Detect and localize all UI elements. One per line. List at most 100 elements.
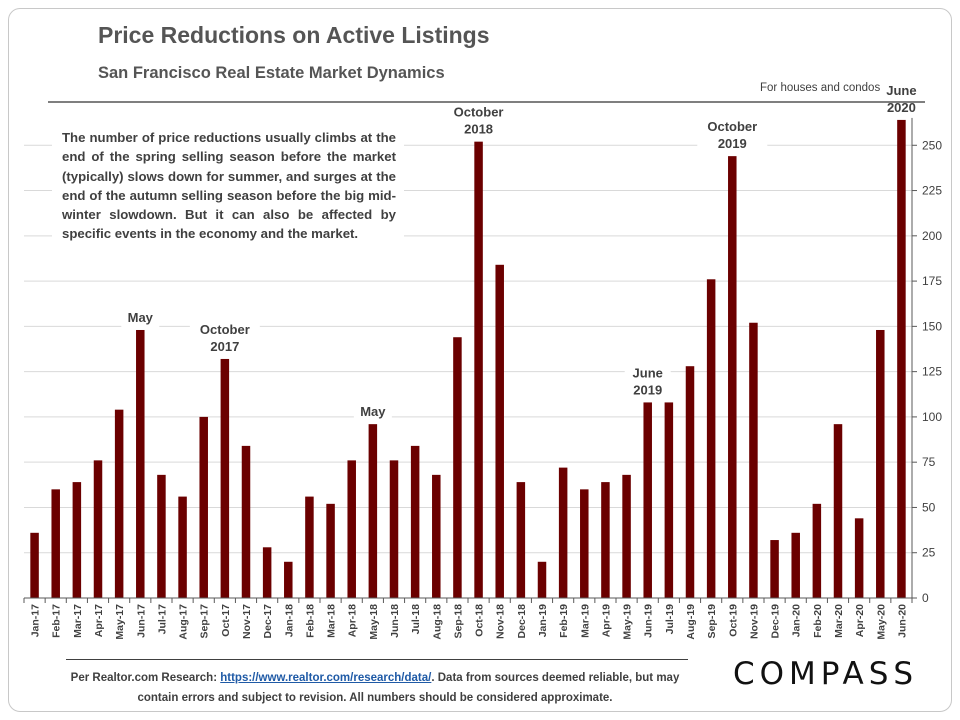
- bar: [157, 474, 166, 598]
- bar: [664, 402, 674, 598]
- bar: [854, 518, 864, 598]
- peak-annotation: October: [707, 119, 757, 134]
- peak-annotation: 2020: [887, 100, 916, 115]
- source-prefix: Per Realtor.com Research:: [70, 672, 218, 684]
- x-tick-label: Apr-20: [854, 604, 866, 637]
- x-tick-label: Dec-18: [516, 604, 528, 639]
- x-tick-label: Aug-19: [685, 604, 697, 640]
- chart-title: Price Reductions on Active Listings: [98, 22, 490, 48]
- bar: [93, 460, 103, 598]
- footer-divider: [66, 659, 688, 660]
- y-tick-label: 225: [922, 184, 942, 198]
- x-tick-label: Jun-20: [896, 604, 908, 638]
- peak-annotation: June: [633, 365, 663, 380]
- bar: [643, 402, 652, 598]
- peak-annotation: 2017: [210, 339, 239, 354]
- y-tick-label: 125: [922, 365, 942, 379]
- x-tick-label: Oct-19: [727, 604, 739, 637]
- bar: [30, 532, 39, 598]
- x-tick-label: Jul-17: [156, 604, 168, 635]
- bar: [876, 329, 885, 598]
- title-divider: [48, 101, 925, 103]
- peak-annotation: 2019: [633, 382, 662, 397]
- x-tick-label: Apr-18: [347, 604, 359, 637]
- x-tick-label: May-17: [114, 604, 126, 640]
- x-tick-label: Jun-18: [389, 604, 401, 638]
- x-tick-label: Jul-18: [410, 604, 422, 635]
- bar: [558, 467, 568, 598]
- bar: [791, 532, 800, 598]
- bar: [262, 547, 272, 598]
- peak-annotation: 2019: [718, 136, 747, 151]
- x-tick-label: Apr-17: [93, 604, 105, 637]
- bar: [474, 141, 483, 598]
- explanatory-note: The number of price reductions usually c…: [62, 130, 396, 242]
- bar: [51, 489, 60, 598]
- bar: [685, 366, 695, 598]
- y-tick-label: 200: [922, 229, 942, 243]
- scope-note: For houses and condos: [760, 82, 881, 94]
- bar: [220, 358, 230, 598]
- y-tick-label: 0: [922, 591, 929, 605]
- bar: [432, 474, 441, 598]
- x-tick-label: Apr-19: [600, 604, 612, 637]
- bar: [136, 329, 145, 598]
- x-tick-label: Dec-19: [770, 604, 782, 639]
- y-tick-label: 250: [922, 138, 942, 152]
- peak-annotation: May: [128, 310, 154, 325]
- y-tick-label: 150: [922, 319, 942, 333]
- peak-annotation: June: [886, 83, 916, 98]
- note-background: [52, 118, 404, 260]
- source-link[interactable]: https://www.realtor.com/research/data/: [220, 672, 432, 684]
- x-tick-label: Jul-19: [664, 604, 676, 635]
- bar: [178, 496, 187, 598]
- bar: [833, 424, 843, 598]
- x-tick-label: Nov-18: [495, 604, 507, 639]
- annotation-background: [353, 401, 392, 423]
- peak-annotation: 2018: [464, 122, 493, 137]
- bar: [812, 503, 822, 598]
- peak-annotation: May: [360, 404, 386, 419]
- bar: [897, 119, 906, 599]
- bar: [72, 482, 82, 598]
- x-tick-label: Mar-19: [579, 604, 591, 638]
- annotation-background: [189, 318, 260, 357]
- x-tick-label: Oct-17: [220, 604, 232, 637]
- bar: [516, 482, 526, 598]
- y-tick-label: 100: [922, 410, 942, 424]
- x-tick-label: Jun-17: [135, 604, 147, 638]
- bar: [326, 503, 335, 598]
- annotation-background: [878, 79, 925, 118]
- bar: [537, 561, 547, 598]
- x-tick-label: Sep-17: [199, 604, 211, 639]
- bar: [241, 445, 251, 598]
- y-tick-label: 175: [922, 274, 942, 288]
- x-tick-label: Jun-19: [643, 604, 655, 638]
- bar: [347, 460, 356, 598]
- y-tick-label: 25: [922, 546, 936, 560]
- x-tick-label: Dec-17: [262, 604, 274, 639]
- x-tick-label: Feb-17: [51, 604, 63, 638]
- bar: [114, 409, 124, 598]
- y-tick-label: 50: [922, 500, 936, 514]
- bar: [580, 489, 589, 598]
- bar: [749, 322, 758, 598]
- bar: [410, 445, 420, 598]
- bar: [706, 279, 716, 598]
- source-disclaimer: . Data from sources deemed reliable, but…: [137, 672, 680, 704]
- peak-annotation: October: [454, 105, 504, 120]
- x-tick-label: May-20: [875, 604, 887, 640]
- x-tick-label: Mar-18: [326, 604, 338, 638]
- bar: [495, 264, 504, 598]
- x-tick-label: Mar-20: [833, 604, 845, 638]
- x-tick-label: Jan-18: [283, 604, 295, 637]
- x-tick-label: Nov-17: [241, 604, 253, 639]
- bar: [368, 424, 378, 598]
- annotation-background: [121, 306, 160, 328]
- source-footer: Per Realtor.com Research: https://www.re…: [60, 668, 690, 708]
- x-tick-label: Mar-17: [72, 604, 84, 638]
- bar: [601, 482, 610, 598]
- bar: [622, 474, 631, 598]
- x-tick-label: Jan-17: [30, 604, 42, 637]
